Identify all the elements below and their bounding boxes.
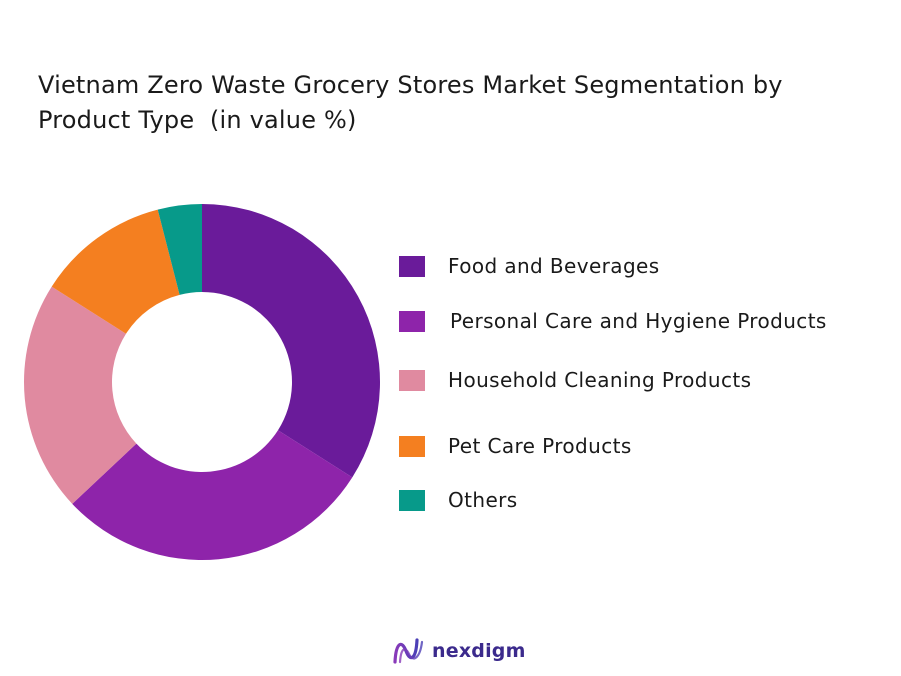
nexdigm-logo-icon bbox=[393, 638, 424, 664]
chart-title-line-1: Vietnam Zero Waste Grocery Stores Market… bbox=[38, 71, 783, 99]
nexdigm-logo-text: nexdigm bbox=[432, 640, 526, 662]
donut-slice-pet-care-products bbox=[51, 209, 180, 334]
donut-slice-household-cleaning-products bbox=[23, 286, 137, 504]
donut-slice-personal-care-and-hygiene-products bbox=[72, 430, 353, 560]
nexdigm-logo: nexdigm bbox=[392, 636, 526, 666]
chart-title-line-2: Product Type (in value %) bbox=[38, 106, 357, 134]
chart-title: Vietnam Zero Waste Grocery Stores Market… bbox=[38, 68, 878, 138]
donut-slice-others bbox=[157, 204, 202, 295]
donut-slice-food-and-beverages bbox=[202, 204, 381, 478]
